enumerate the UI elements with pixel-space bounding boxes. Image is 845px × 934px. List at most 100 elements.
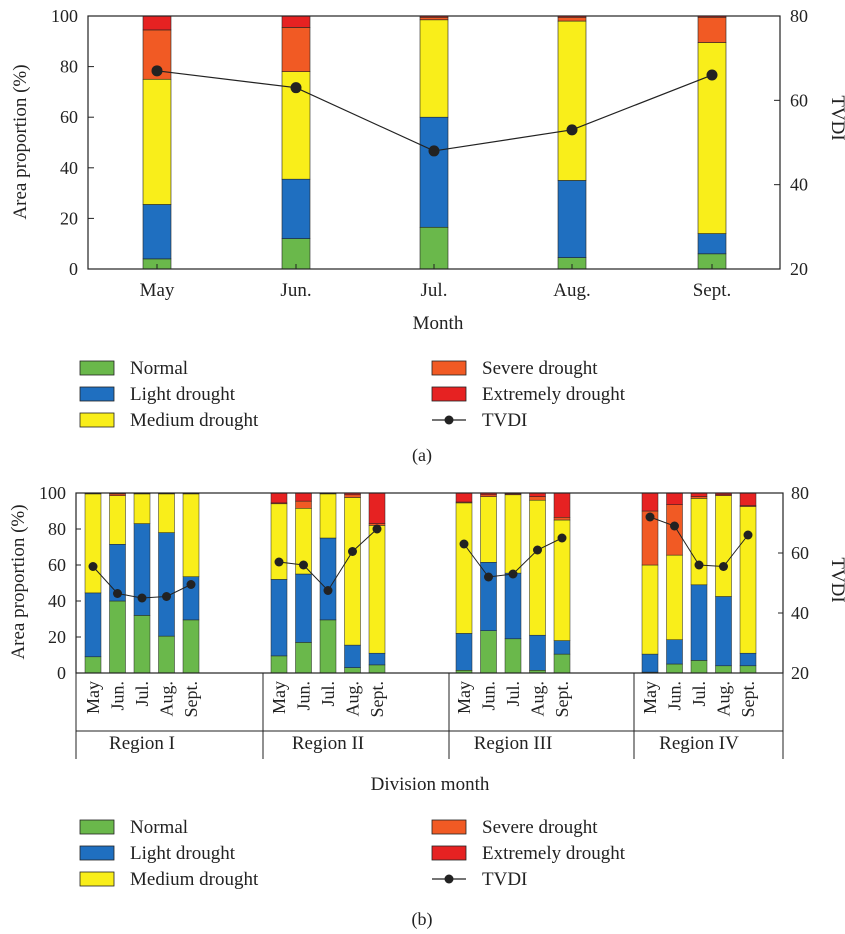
tvdi-point-region-ii-jun (299, 560, 308, 570)
tvdi-point-sept (706, 69, 718, 81)
y-tick-label: 0 (57, 663, 66, 683)
bar-segment-light-drought-region-iv-jul (690, 584, 708, 661)
bar-segment-normal-region-i-jul (133, 615, 151, 674)
panel-a-tvdi-line (151, 65, 718, 157)
bar-segment-light-drought-may (142, 204, 172, 260)
bar-segment-light-drought-region-ii-jul (319, 537, 337, 621)
x-tick-label-region-iii-aug: Aug. (528, 681, 548, 717)
bar-segment-light-drought-region-iii-aug (529, 634, 546, 671)
bar-segment-extremely-drought-region-iii-may (455, 492, 473, 503)
y-tick-label: 20 (60, 208, 78, 228)
bar-segment-medium-drought-region-iv-jun (666, 554, 683, 640)
bar-segment-light-drought-region-iv-may (641, 653, 659, 673)
y-tick-label: 60 (60, 107, 78, 127)
bar-segment-severe-drought-region-ii-jun (295, 500, 312, 509)
y2-tick-label: 80 (791, 483, 809, 503)
x-tick-label-region-iv-sept: Sept. (738, 681, 758, 718)
x-tick-label-region-iv-jun: Jun. (665, 681, 685, 711)
bar-segment-light-drought-region-ii-sept (368, 652, 386, 666)
bar-segment-medium-drought-region-iii-may (455, 502, 473, 634)
panel-a-ticks: 0 20 40 60 80 100 20 40 60 80 May Jun. Jul. Aug. Sept. (51, 6, 808, 301)
panel-b-tvdi-lines (88, 512, 753, 603)
x-tick-label: Jul. (421, 280, 448, 301)
bar-segment-normal-region-ii-jul (319, 619, 337, 674)
panel-a-label: (a) (412, 445, 432, 466)
bar-segment-medium-drought-region-ii-sept (368, 525, 386, 654)
panel-b-axes (75, 492, 784, 674)
bar-segment-normal-region-iii-sept (553, 653, 571, 674)
panel-a-legend-label-severe-drought: Severe drought (482, 358, 598, 379)
bar-segment-medium-drought-region-iv-may (641, 564, 659, 655)
x-tick-label-region-iii-jun: Jun. (479, 681, 499, 711)
region-label-region-iv: Region IV (659, 733, 739, 754)
bar-segment-severe-drought-aug (557, 16, 587, 22)
bar-segment-normal-region-ii-may (270, 655, 288, 674)
bar-segment-extremely-drought-region-iv-sept (739, 492, 757, 506)
panel-a-legend-swatch-extremely-drought (431, 386, 467, 402)
panel-b-legend-swatch-normal (79, 819, 115, 835)
bar-segment-normal-region-i-sept (182, 619, 200, 674)
panel-a-x-axis-title: Month (413, 313, 464, 334)
panel-a-legend-label-medium-drought: Medium drought (130, 410, 259, 431)
bar-segment-normal-region-ii-jun (295, 642, 312, 674)
bar-segment-severe-drought-region-iii-sept (553, 517, 571, 521)
x-tick-label: Aug. (553, 280, 590, 301)
panel-b-legend-swatch-extremely-drought (431, 845, 467, 861)
y2-tick-label: 20 (791, 663, 809, 683)
panel-b-legend-label-normal: Normal (130, 817, 188, 838)
tvdi-point-region-ii-aug (348, 547, 357, 556)
bar-segment-light-drought-region-iv-sept (739, 652, 757, 667)
panel-b-legend-label-medium-drought: Medium drought (130, 869, 259, 890)
bar-segment-severe-drought-region-iii-jun (480, 494, 497, 497)
x-tick-label-region-ii-may: May (269, 681, 289, 714)
panel-b-legend-label-light-drought: Light drought (130, 843, 236, 864)
panel-b-x-axis-title: Division month (371, 774, 490, 795)
tvdi-point-jun (290, 82, 302, 94)
panel-a-legend-swatch-medium-drought (79, 412, 115, 428)
tvdi-point-region-iv-jun (670, 521, 679, 531)
bar-segment-light-drought-region-i-aug (158, 532, 175, 637)
tvdi-point-region-i-may (88, 562, 98, 571)
x-tick-label-region-iv-may: May (640, 681, 660, 714)
bar-segment-light-drought-aug (557, 180, 587, 258)
panel-b-legend-tvdi-marker (444, 874, 454, 884)
tvdi-point-region-iv-aug (719, 562, 728, 571)
bar-segment-normal-region-i-jun (109, 600, 126, 674)
bar-segment-severe-drought-jun (281, 27, 311, 72)
tvdi-point-region-i-jun (113, 589, 122, 598)
bar-segment-medium-drought-region-iii-jun (480, 496, 497, 563)
panel-b-ticks: 0 20 40 60 80 100 20 40 60 80 (39, 483, 809, 683)
bar-segment-medium-drought-region-i-jun (109, 495, 126, 545)
bar-segment-medium-drought-region-iv-sept (739, 506, 757, 654)
x-tick-label: Sept. (693, 280, 732, 301)
tvdi-point-region-iv-sept (743, 530, 753, 540)
bar-segment-light-drought-region-iv-jun (666, 639, 683, 665)
bar-segment-medium-drought-region-i-aug (158, 493, 175, 533)
bar-segment-extremely-drought-region-ii-jun (295, 492, 312, 502)
y2-tick-label: 60 (791, 543, 809, 563)
bar-segment-medium-drought-region-i-sept (182, 493, 200, 577)
x-tick-label-region-i-sept: Sept. (181, 681, 201, 718)
panel-b-legend-label-extremely-drought: Extremely drought (482, 843, 626, 864)
x-tick-label-region-iii-may: May (454, 681, 474, 714)
x-tick-label-region-i-aug: Aug. (157, 681, 177, 717)
bar-segment-extremely-drought-region-iii-sept (553, 492, 571, 518)
x-tick-label-region-iv-aug: Aug. (714, 681, 734, 717)
panel-b-y-axis-title: Area proportion (%) (8, 504, 29, 659)
bar-segment-normal-region-iv-sept (739, 665, 757, 674)
panel-a-legend-tvdi-marker (444, 415, 454, 425)
bar-segment-severe-drought-region-iv-jul (690, 496, 708, 499)
panel-a-legend-label-extremely-drought: Extremely drought (482, 384, 626, 405)
panel-b-label: (b) (412, 909, 433, 930)
bar-segment-normal-region-iv-jul (690, 660, 708, 674)
bar-segment-light-drought-region-i-may (84, 592, 102, 658)
bar-segment-light-drought-jul (419, 116, 449, 228)
panel-a-legend-label-normal: Normal (130, 358, 188, 379)
bar-segment-severe-drought-region-i-jun (109, 493, 126, 496)
panel-a-legend: Normal Light drought Medium drought Severe … (79, 358, 626, 431)
bar-segment-medium-drought-jul (419, 19, 449, 118)
bar-segment-light-drought-region-iii-sept (553, 640, 571, 655)
x-tick-label-region-i-jun: Jun. (108, 681, 128, 711)
tvdi-point-region-iii-jun (484, 572, 493, 582)
